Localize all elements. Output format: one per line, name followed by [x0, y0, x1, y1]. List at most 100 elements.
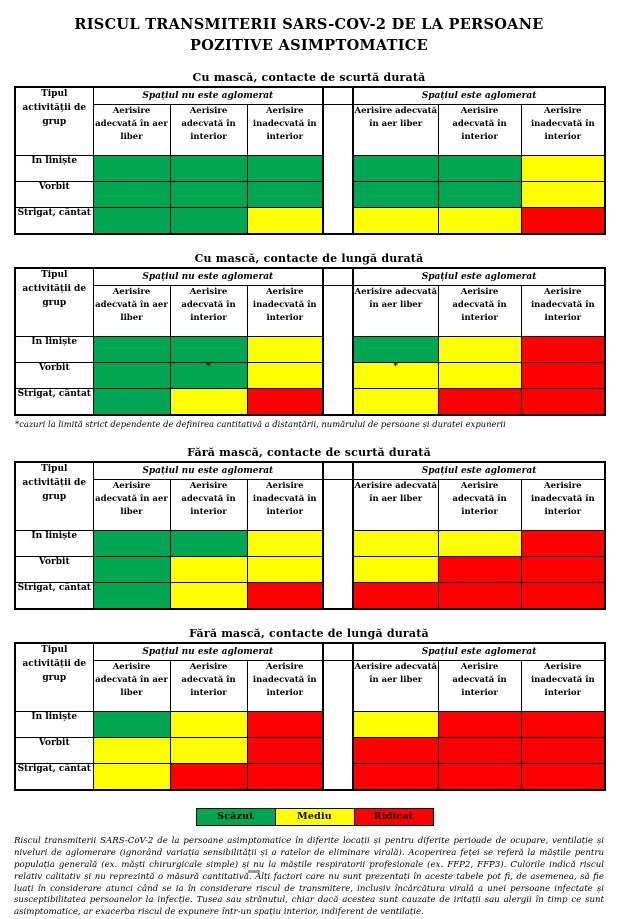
spacer-cell	[322, 87, 355, 106]
risk-cell	[246, 763, 324, 791]
risk-cell	[437, 530, 522, 558]
spacer-cell	[322, 181, 355, 208]
risk-cell	[352, 763, 439, 791]
spacer-cell	[322, 388, 355, 416]
risk-cell	[246, 530, 324, 558]
risk-cell	[246, 582, 324, 610]
cutoff-text-artifact	[248, 870, 260, 873]
activity-row-label: Strigat, cântat	[14, 582, 94, 610]
risk-cell	[169, 763, 248, 791]
risk-cell	[520, 155, 606, 183]
ventilation-header: Aerisire adecvată în interior	[169, 285, 248, 338]
ventilation-header: Aerisire adecvată în aer liber	[92, 660, 171, 713]
risk-cell	[352, 737, 439, 765]
risk-cell	[437, 556, 522, 584]
activity-type-header: Tipul activității de grup	[14, 86, 94, 157]
ventilation-header: Aerisire inadecvată în interior	[246, 660, 324, 713]
risk-cell	[437, 737, 522, 765]
risk-cell	[246, 711, 324, 739]
risk-table-body: In liniște Vorbit * * Strigat, cântat	[14, 336, 606, 416]
risk-cell	[246, 737, 324, 765]
spacer-cell	[322, 643, 355, 662]
table-title: Cu mască, contacte de lungă durată	[194, 252, 424, 266]
table-title: Cu mască, contacte de scurtă durată	[192, 71, 426, 85]
legend-item: Mediu	[274, 808, 355, 827]
activity-row-label: In liniște	[14, 155, 94, 183]
risk-cell	[92, 530, 171, 558]
activity-row-label: Vorbit	[14, 556, 94, 584]
risk-table-body: In liniște Vorbit Strigat, cântat	[14, 155, 606, 235]
group-not-crowded-header: Spațiul nu este aglomerat	[92, 461, 324, 481]
ventilation-header: Aerisire inadecvată în interior	[520, 285, 606, 338]
risk-cell	[520, 582, 606, 610]
risk-cell	[437, 207, 522, 235]
risk-cell	[169, 556, 248, 584]
ventilation-header: Aerisire adecvată în aer liber	[92, 285, 171, 338]
group-not-crowded-header: Spațiul nu este aglomerat	[92, 642, 324, 662]
risk-cell	[92, 181, 171, 209]
risk-tables-container: Cu mască, contacte de scurtă durată Tipul…	[14, 71, 607, 792]
ventilation-header: Aerisire adecvată în aer liber	[352, 660, 439, 713]
group-crowded-header: Spațiul este aglomerat	[352, 642, 606, 662]
table-row: Vorbit	[14, 556, 606, 584]
risk-cell	[520, 207, 606, 235]
ventilation-header: Aerisire inadecvată în interior	[246, 479, 324, 532]
ventilation-header: Aerisire adecvată în aer liber	[352, 285, 439, 338]
risk-table: Tipul activității de grup Spațiul nu este…	[14, 86, 607, 236]
ventilation-header: Aerisire inadecvată în interior	[520, 479, 606, 532]
risk-cell	[352, 336, 439, 364]
risk-cell	[92, 711, 171, 739]
risk-cell	[437, 763, 522, 791]
ventilation-header: Aerisire adecvată în aer liber	[352, 479, 439, 532]
risk-cell	[246, 155, 324, 183]
ventilation-header: Aerisire adecvată în aer liber	[352, 104, 439, 157]
risk-cell	[520, 362, 606, 390]
risk-cell	[169, 155, 248, 183]
risk-table: Tipul activității de grup Spațiul nu este…	[14, 267, 607, 417]
activity-type-header: Tipul activității de grup	[14, 267, 94, 338]
activity-row-label: In liniște	[14, 336, 94, 364]
table-row: Vorbit * *	[14, 362, 606, 390]
ventilation-header: Aerisire inadecvată în interior	[246, 104, 324, 157]
risk-cell	[437, 336, 522, 364]
risk-table-section: Fără mască, contacte de scurtă durată Tip…	[14, 446, 607, 611]
group-not-crowded-header: Spațiul nu este aglomerat	[92, 267, 324, 287]
risk-cell	[169, 207, 248, 235]
table-title: Fără mască, contacte de lungă durată	[189, 627, 429, 641]
table-row: In liniște	[14, 530, 606, 558]
table-row: Strigat, cântat	[14, 763, 606, 791]
risk-cell	[520, 763, 606, 791]
spacer-cell	[322, 530, 355, 557]
risk-cell	[437, 582, 522, 610]
risk-table: Tipul activității de grup Spațiul nu este…	[14, 461, 607, 611]
table-title: Fără mască, contacte de scurtă durată	[187, 446, 431, 460]
risk-cell	[352, 155, 439, 183]
risk-cell	[92, 582, 171, 610]
spacer-cell	[322, 763, 355, 791]
ventilation-header: Aerisire inadecvată în interior	[246, 285, 324, 338]
risk-cell	[92, 207, 171, 235]
risk-cell	[352, 388, 439, 416]
spacer-cell	[322, 582, 355, 610]
risk-table-section: Cu mască, contacte de scurtă durată Tipul…	[14, 71, 607, 236]
spacer-cell	[322, 660, 355, 712]
risk-cell	[169, 582, 248, 610]
spacer-cell	[322, 737, 355, 764]
risk-cell	[246, 388, 324, 416]
group-not-crowded-header: Spațiul nu este aglomerat	[92, 86, 324, 106]
risk-cell	[520, 336, 606, 364]
risk-cell	[92, 336, 171, 364]
description-paragraph: Riscul transmiterii SARS-CoV-2 de la per…	[14, 836, 604, 918]
table-row: Strigat, cântat	[14, 582, 606, 610]
risk-table-section: Fără mască, contacte de lungă durată Tipu…	[14, 627, 607, 792]
risk-cell	[169, 388, 248, 416]
risk-cell	[352, 207, 439, 235]
risk-cell	[437, 388, 522, 416]
risk-cell	[437, 362, 522, 390]
activity-row-label: In liniște	[14, 530, 94, 558]
group-crowded-header: Spațiul este aglomerat	[352, 86, 606, 106]
ventilation-header: Aerisire adecvată în aer liber	[92, 479, 171, 532]
activity-row-label: Vorbit	[14, 362, 94, 390]
risk-cell	[246, 362, 324, 390]
